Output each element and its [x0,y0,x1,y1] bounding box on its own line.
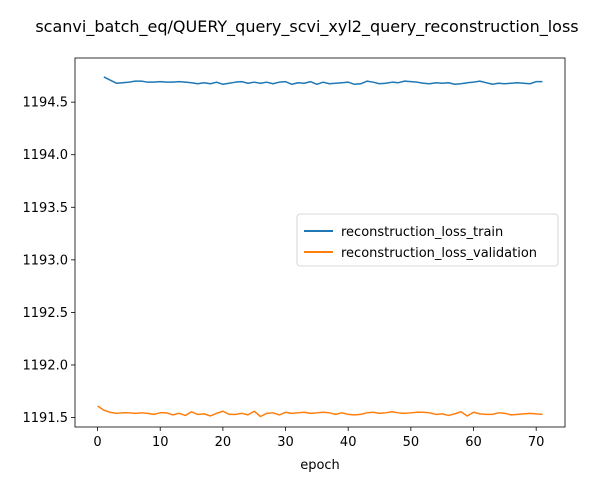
series-layer [97,76,543,418]
chart-title: scanvi_batch_eq/QUERY_query_scvi_xyl2_qu… [35,17,578,37]
x-tick-label: 30 [277,435,294,450]
legend-label-train: reconstruction_loss_train [341,225,503,240]
legend: reconstruction_loss_train reconstruction… [296,213,559,267]
y-tick-label: 1192.0 [23,358,69,373]
x-tick-label: 10 [152,435,169,450]
x-tick-label: 50 [403,435,420,450]
x-tick-label: 40 [340,435,357,450]
x-tick-label: 60 [465,435,482,450]
series-line-train [103,76,543,86]
plot-area-frame [74,57,566,428]
y-tick-label: 1193.0 [23,253,69,268]
x-tick-label: 0 [93,435,101,450]
x-tick-label: 20 [215,435,232,450]
y-tick-label: 1193.5 [23,201,69,216]
y-axis: 1191.5 1192.0 1192.5 1193.0 1193.5 1194.0 1194… [23,96,75,426]
x-axis-label: epoch [300,458,340,473]
y-tick-label: 1191.5 [23,411,69,426]
series-line-validation [97,405,543,418]
legend-box [296,213,559,267]
x-axis: 0 10 20 30 40 50 60 70 [93,427,544,450]
y-tick-label: 1194.0 [23,148,69,163]
y-tick-label: 1194.5 [23,96,69,111]
y-tick-label: 1192.5 [23,306,69,321]
legend-label-validation: reconstruction_loss_validation [341,246,537,261]
x-tick-label: 70 [528,435,545,450]
